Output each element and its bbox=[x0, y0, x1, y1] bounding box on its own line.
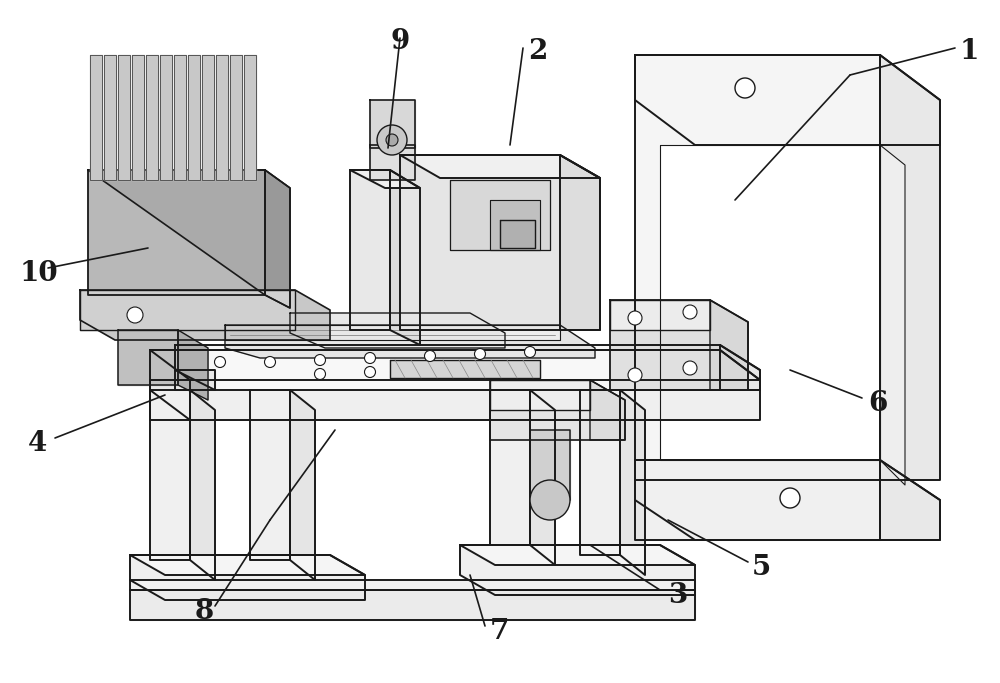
Text: 9: 9 bbox=[390, 28, 409, 55]
Polygon shape bbox=[132, 55, 144, 180]
Polygon shape bbox=[175, 345, 760, 390]
Polygon shape bbox=[490, 390, 530, 545]
Circle shape bbox=[524, 346, 536, 357]
Polygon shape bbox=[530, 430, 570, 500]
Text: 5: 5 bbox=[752, 554, 771, 581]
Polygon shape bbox=[265, 170, 290, 308]
Circle shape bbox=[264, 357, 276, 367]
Circle shape bbox=[735, 78, 755, 98]
Polygon shape bbox=[610, 300, 710, 330]
Polygon shape bbox=[400, 155, 600, 330]
Polygon shape bbox=[146, 55, 158, 180]
Circle shape bbox=[530, 480, 570, 520]
Text: 3: 3 bbox=[668, 582, 687, 609]
Polygon shape bbox=[290, 390, 315, 580]
Polygon shape bbox=[88, 170, 290, 308]
Circle shape bbox=[683, 305, 697, 319]
Polygon shape bbox=[250, 390, 290, 560]
Polygon shape bbox=[160, 55, 172, 180]
Polygon shape bbox=[178, 330, 208, 400]
Polygon shape bbox=[80, 290, 295, 330]
Polygon shape bbox=[880, 145, 905, 485]
Polygon shape bbox=[710, 300, 748, 390]
Polygon shape bbox=[150, 350, 760, 380]
Polygon shape bbox=[230, 55, 242, 180]
Polygon shape bbox=[390, 170, 420, 345]
Polygon shape bbox=[610, 300, 748, 390]
Text: 1: 1 bbox=[960, 38, 979, 65]
Circle shape bbox=[127, 307, 143, 323]
Polygon shape bbox=[370, 100, 415, 148]
Polygon shape bbox=[490, 200, 540, 250]
Polygon shape bbox=[500, 220, 535, 248]
Polygon shape bbox=[175, 370, 215, 390]
Polygon shape bbox=[150, 350, 760, 420]
Polygon shape bbox=[118, 55, 130, 180]
Text: 10: 10 bbox=[20, 260, 59, 287]
Polygon shape bbox=[590, 380, 625, 440]
Polygon shape bbox=[150, 390, 190, 560]
Polygon shape bbox=[104, 55, 116, 180]
Polygon shape bbox=[390, 360, 540, 378]
Polygon shape bbox=[635, 460, 940, 540]
Circle shape bbox=[214, 357, 226, 367]
Circle shape bbox=[386, 134, 398, 146]
Polygon shape bbox=[635, 460, 880, 540]
Polygon shape bbox=[130, 580, 695, 590]
Polygon shape bbox=[188, 55, 200, 180]
Polygon shape bbox=[560, 155, 600, 330]
Circle shape bbox=[314, 354, 326, 365]
Polygon shape bbox=[118, 330, 178, 385]
Polygon shape bbox=[88, 170, 265, 295]
Circle shape bbox=[628, 311, 642, 325]
Polygon shape bbox=[635, 55, 880, 480]
Polygon shape bbox=[720, 345, 760, 390]
Circle shape bbox=[377, 125, 407, 155]
Circle shape bbox=[314, 369, 326, 380]
Polygon shape bbox=[460, 545, 695, 565]
Circle shape bbox=[364, 367, 376, 378]
Text: 7: 7 bbox=[490, 618, 509, 645]
Polygon shape bbox=[290, 313, 505, 348]
Polygon shape bbox=[460, 545, 695, 595]
Text: 8: 8 bbox=[195, 598, 214, 625]
Polygon shape bbox=[244, 55, 256, 180]
Text: 2: 2 bbox=[528, 38, 547, 65]
Polygon shape bbox=[80, 290, 330, 340]
Polygon shape bbox=[580, 390, 620, 555]
Polygon shape bbox=[216, 55, 228, 180]
Circle shape bbox=[424, 350, 436, 361]
Circle shape bbox=[475, 348, 486, 359]
Polygon shape bbox=[130, 590, 695, 620]
Polygon shape bbox=[225, 325, 595, 358]
Polygon shape bbox=[174, 55, 186, 180]
Polygon shape bbox=[130, 555, 365, 575]
Polygon shape bbox=[350, 170, 420, 188]
Polygon shape bbox=[350, 170, 390, 330]
Polygon shape bbox=[130, 555, 365, 600]
Circle shape bbox=[780, 488, 800, 508]
Circle shape bbox=[683, 361, 697, 375]
Circle shape bbox=[628, 368, 642, 382]
Polygon shape bbox=[450, 180, 550, 250]
Polygon shape bbox=[490, 380, 590, 410]
Polygon shape bbox=[660, 145, 880, 460]
Polygon shape bbox=[530, 390, 555, 565]
Text: 6: 6 bbox=[868, 390, 887, 417]
Polygon shape bbox=[370, 145, 415, 180]
Polygon shape bbox=[620, 390, 645, 575]
Polygon shape bbox=[880, 460, 940, 540]
Polygon shape bbox=[150, 380, 190, 420]
Polygon shape bbox=[400, 155, 600, 178]
Text: 4: 4 bbox=[28, 430, 47, 457]
Polygon shape bbox=[190, 390, 215, 580]
Polygon shape bbox=[635, 55, 940, 145]
Polygon shape bbox=[490, 380, 625, 440]
Polygon shape bbox=[880, 55, 940, 480]
Polygon shape bbox=[225, 325, 560, 340]
Polygon shape bbox=[90, 55, 102, 180]
Polygon shape bbox=[202, 55, 214, 180]
Circle shape bbox=[364, 352, 376, 363]
